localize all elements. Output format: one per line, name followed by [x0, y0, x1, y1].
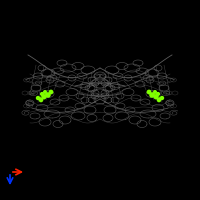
Circle shape — [154, 95, 158, 99]
Circle shape — [147, 90, 151, 94]
Circle shape — [43, 90, 47, 94]
Circle shape — [42, 95, 46, 99]
Circle shape — [36, 96, 40, 100]
Circle shape — [156, 92, 160, 96]
Circle shape — [39, 98, 43, 102]
Circle shape — [49, 90, 53, 94]
Circle shape — [153, 90, 157, 94]
Circle shape — [149, 92, 155, 98]
Circle shape — [45, 92, 51, 98]
Circle shape — [157, 98, 161, 102]
Circle shape — [160, 96, 164, 100]
Circle shape — [40, 92, 44, 96]
